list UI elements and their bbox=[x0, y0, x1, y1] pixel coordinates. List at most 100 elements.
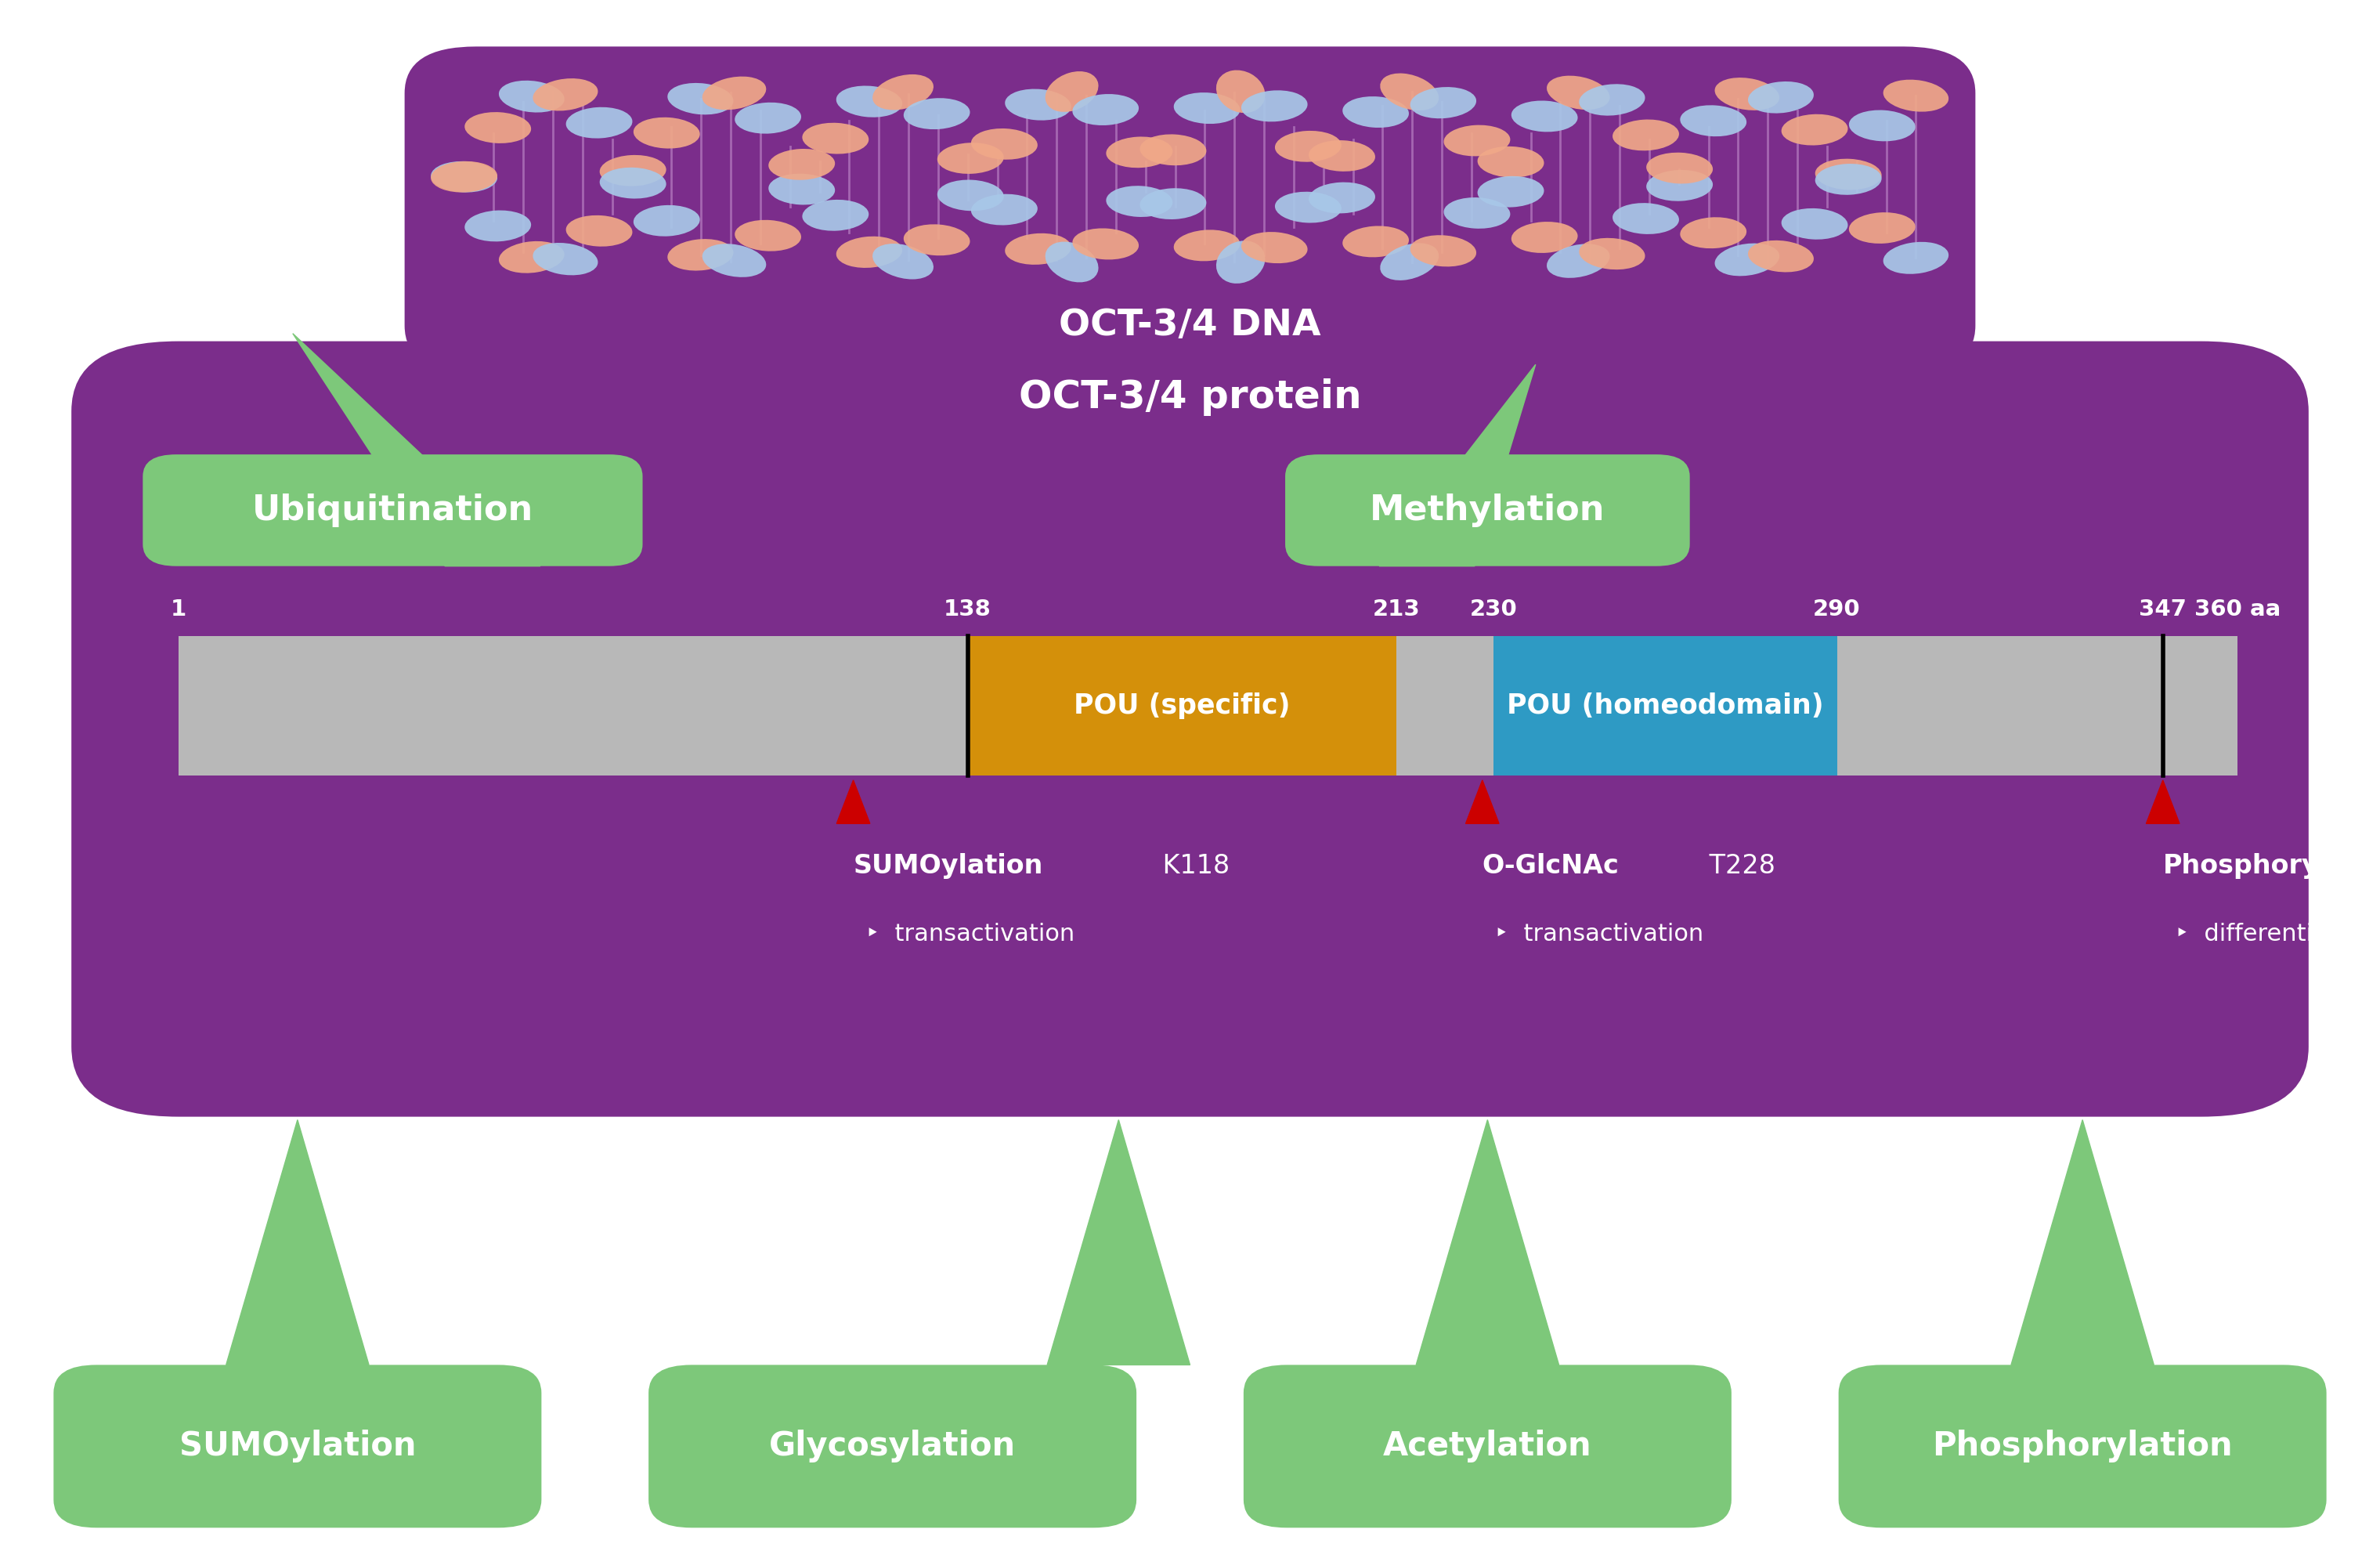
Ellipse shape bbox=[431, 161, 497, 192]
Ellipse shape bbox=[500, 81, 564, 113]
Ellipse shape bbox=[633, 118, 700, 149]
Ellipse shape bbox=[464, 112, 531, 143]
Text: OCT-3/4 protein: OCT-3/4 protein bbox=[1019, 378, 1361, 416]
Ellipse shape bbox=[1004, 233, 1071, 265]
Ellipse shape bbox=[873, 244, 933, 279]
Polygon shape bbox=[1380, 364, 1535, 566]
Ellipse shape bbox=[666, 82, 733, 115]
Ellipse shape bbox=[1309, 140, 1376, 172]
Ellipse shape bbox=[769, 149, 835, 180]
Ellipse shape bbox=[1409, 236, 1476, 267]
Ellipse shape bbox=[971, 129, 1038, 160]
Ellipse shape bbox=[1547, 244, 1609, 278]
Text: K118: K118 bbox=[1154, 853, 1230, 879]
Ellipse shape bbox=[1445, 126, 1511, 157]
Text: OCT-3/4 DNA: OCT-3/4 DNA bbox=[1059, 309, 1321, 343]
Ellipse shape bbox=[1173, 230, 1240, 261]
Text: 1: 1 bbox=[171, 599, 186, 620]
Bar bbox=[969, 636, 1397, 776]
Ellipse shape bbox=[1216, 70, 1266, 113]
Bar bbox=[1397, 636, 1495, 776]
Ellipse shape bbox=[1045, 242, 1100, 282]
Ellipse shape bbox=[1216, 240, 1266, 284]
Ellipse shape bbox=[1276, 192, 1342, 223]
Ellipse shape bbox=[1578, 237, 1645, 270]
FancyBboxPatch shape bbox=[1242, 1365, 1730, 1528]
Ellipse shape bbox=[666, 239, 733, 271]
FancyBboxPatch shape bbox=[71, 341, 2309, 1117]
Ellipse shape bbox=[533, 244, 597, 275]
Ellipse shape bbox=[735, 220, 802, 251]
Text: Glycosylation: Glycosylation bbox=[769, 1430, 1016, 1463]
Polygon shape bbox=[1416, 1120, 1559, 1365]
Bar bbox=[1495, 636, 1837, 776]
Ellipse shape bbox=[633, 205, 700, 236]
Ellipse shape bbox=[1107, 186, 1173, 217]
Ellipse shape bbox=[1276, 130, 1342, 161]
Ellipse shape bbox=[600, 168, 666, 199]
Ellipse shape bbox=[1614, 119, 1678, 150]
Ellipse shape bbox=[566, 107, 633, 138]
Ellipse shape bbox=[1242, 233, 1307, 264]
Ellipse shape bbox=[769, 174, 835, 205]
Bar bbox=[2163, 636, 2237, 776]
Ellipse shape bbox=[1816, 164, 1883, 195]
Ellipse shape bbox=[1004, 88, 1071, 121]
Ellipse shape bbox=[802, 123, 869, 154]
Text: 347: 347 bbox=[2140, 599, 2187, 620]
Ellipse shape bbox=[1342, 96, 1409, 127]
Ellipse shape bbox=[1614, 203, 1678, 234]
Ellipse shape bbox=[1849, 110, 1916, 141]
Ellipse shape bbox=[566, 216, 633, 247]
Ellipse shape bbox=[1816, 158, 1883, 189]
Ellipse shape bbox=[1073, 228, 1138, 259]
Ellipse shape bbox=[702, 244, 766, 278]
Ellipse shape bbox=[1242, 90, 1307, 121]
Polygon shape bbox=[293, 333, 540, 566]
Text: 290: 290 bbox=[1814, 599, 1861, 620]
Text: Methylation: Methylation bbox=[1371, 493, 1604, 527]
Bar bbox=[178, 636, 2237, 776]
Polygon shape bbox=[2147, 780, 2180, 824]
Ellipse shape bbox=[533, 79, 597, 110]
Ellipse shape bbox=[1342, 226, 1409, 257]
Ellipse shape bbox=[1478, 177, 1545, 208]
Text: Phosphorylation: Phosphorylation bbox=[2163, 853, 2380, 879]
Polygon shape bbox=[1466, 780, 1499, 824]
Ellipse shape bbox=[735, 102, 802, 133]
Bar bbox=[1837, 636, 2163, 776]
Ellipse shape bbox=[1647, 152, 1714, 183]
Ellipse shape bbox=[600, 155, 666, 186]
Ellipse shape bbox=[464, 211, 531, 242]
Text: Acetylation: Acetylation bbox=[1383, 1430, 1592, 1463]
Ellipse shape bbox=[1511, 101, 1578, 132]
Ellipse shape bbox=[1409, 87, 1476, 118]
Text: ‣  transactivation: ‣ transactivation bbox=[1495, 923, 1704, 946]
Ellipse shape bbox=[1309, 181, 1376, 214]
Ellipse shape bbox=[1578, 84, 1645, 116]
Ellipse shape bbox=[1680, 105, 1747, 136]
Text: POU (homeodomain): POU (homeodomain) bbox=[1507, 692, 1823, 720]
Ellipse shape bbox=[1173, 93, 1240, 124]
Ellipse shape bbox=[1140, 188, 1207, 219]
Text: 138: 138 bbox=[945, 599, 992, 620]
Ellipse shape bbox=[500, 240, 564, 273]
Polygon shape bbox=[1047, 1120, 1190, 1365]
Text: ‣  differentiation: ‣ differentiation bbox=[2175, 923, 2373, 946]
Ellipse shape bbox=[938, 180, 1004, 211]
Ellipse shape bbox=[1883, 242, 1949, 275]
FancyBboxPatch shape bbox=[405, 47, 1975, 372]
Ellipse shape bbox=[1747, 240, 1814, 271]
Ellipse shape bbox=[971, 194, 1038, 225]
Text: SUMOylation: SUMOylation bbox=[854, 853, 1042, 879]
Ellipse shape bbox=[904, 98, 971, 129]
Ellipse shape bbox=[1380, 73, 1440, 110]
Ellipse shape bbox=[1647, 171, 1714, 202]
Ellipse shape bbox=[1045, 71, 1100, 112]
Ellipse shape bbox=[802, 200, 869, 231]
Text: SUMOylation: SUMOylation bbox=[178, 1430, 416, 1463]
Polygon shape bbox=[2011, 1120, 2154, 1365]
Text: O-GlcNAc: O-GlcNAc bbox=[1483, 853, 1618, 879]
Ellipse shape bbox=[904, 225, 971, 256]
Polygon shape bbox=[226, 1120, 369, 1365]
